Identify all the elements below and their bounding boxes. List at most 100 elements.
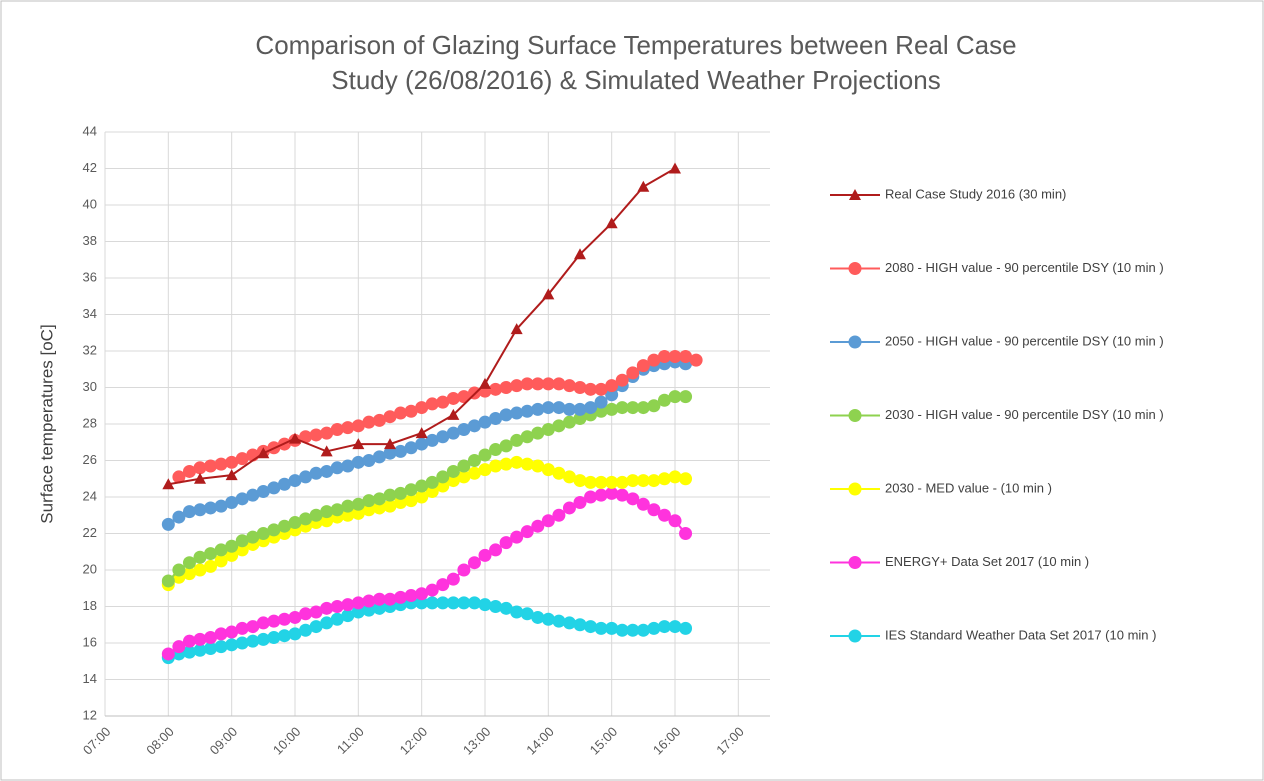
data-point [256, 527, 270, 540]
data-point [289, 432, 301, 444]
data-point [447, 408, 460, 420]
data-point [383, 499, 397, 513]
data-point [636, 401, 650, 415]
legend-marker [848, 629, 862, 643]
data-point [478, 415, 492, 429]
data-point [204, 559, 218, 573]
data-point [499, 408, 513, 422]
data-point [182, 556, 196, 570]
data-point [330, 461, 344, 475]
data-point [552, 419, 566, 433]
data-point [436, 479, 450, 493]
legend-label: ENERGY+ Data Set 2017 (10 min ) [885, 554, 1089, 569]
legend-marker [848, 482, 862, 496]
y-tick-label: 40 [83, 196, 97, 211]
data-point [446, 572, 460, 586]
data-point [510, 433, 524, 447]
data-point [489, 412, 503, 426]
legend-label: 2030 - MED value - (10 min ) [885, 480, 1052, 495]
data-point [669, 162, 681, 174]
data-point [668, 349, 682, 363]
data-point [520, 525, 534, 539]
y-tick-label: 12 [83, 707, 97, 722]
data-point [668, 514, 682, 528]
data-point [584, 490, 598, 504]
data-point [404, 404, 418, 418]
data-point [584, 620, 598, 634]
data-point [594, 488, 608, 502]
data-point [584, 475, 598, 489]
legend-label: 2030 - HIGH value - 90 percentile DSY (1… [885, 407, 1164, 422]
data-point [214, 627, 228, 641]
data-point [362, 494, 376, 508]
data-point [446, 391, 460, 405]
data-point [531, 459, 545, 473]
data-point [235, 621, 249, 635]
data-point [541, 422, 555, 436]
data-point [626, 401, 640, 415]
data-point [277, 612, 291, 626]
data-point [457, 422, 471, 436]
data-point [531, 610, 545, 624]
data-point [161, 647, 175, 661]
data-point [425, 433, 439, 447]
data-point [467, 454, 481, 467]
data-point [341, 459, 355, 473]
data-point [605, 217, 618, 229]
data-point [257, 447, 270, 459]
data-point [647, 353, 661, 367]
data-point [679, 390, 693, 404]
data-point [288, 474, 302, 488]
data-point [436, 430, 450, 444]
y-tick-label: 28 [83, 415, 97, 430]
data-point [457, 596, 471, 610]
data-point [531, 426, 545, 440]
y-axis-label: Surface temperatures [oC] [37, 324, 56, 523]
data-point [372, 501, 386, 515]
data-point [415, 596, 429, 610]
data-point [573, 618, 587, 632]
data-point [605, 379, 619, 393]
y-tick-label: 20 [83, 561, 97, 576]
y-tick-label: 38 [83, 233, 97, 248]
data-point [657, 472, 671, 486]
data-point [541, 401, 555, 415]
data-point [605, 486, 619, 500]
data-point [193, 461, 207, 475]
data-point [351, 506, 365, 520]
data-point [636, 359, 650, 373]
data-point [256, 632, 270, 646]
data-point [647, 621, 661, 635]
y-tick-label: 34 [83, 306, 97, 321]
data-point [679, 349, 693, 363]
data-point [573, 402, 587, 416]
data-point [372, 592, 386, 606]
data-point [182, 634, 196, 648]
data-point [510, 455, 524, 469]
legend-label: 2080 - HIGH value - 90 percentile DSY (1… [885, 260, 1164, 275]
data-point [531, 402, 545, 416]
y-tick-label: 18 [83, 598, 97, 613]
data-point [320, 505, 334, 519]
data-point [309, 508, 323, 522]
y-tick-label: 16 [83, 634, 97, 649]
data-point [214, 543, 228, 557]
data-point [615, 373, 629, 387]
data-point [605, 402, 619, 416]
data-point [594, 621, 608, 635]
data-point [404, 441, 418, 455]
data-point [499, 536, 513, 550]
data-point [668, 390, 682, 404]
legend-marker [849, 189, 861, 200]
data-point [267, 614, 281, 628]
data-point [479, 377, 491, 389]
data-point [182, 505, 196, 519]
data-point [562, 379, 576, 393]
data-point [520, 607, 534, 621]
data-point [573, 381, 587, 394]
y-tick-label: 30 [83, 379, 97, 394]
data-point [626, 623, 640, 637]
data-point [172, 563, 186, 577]
